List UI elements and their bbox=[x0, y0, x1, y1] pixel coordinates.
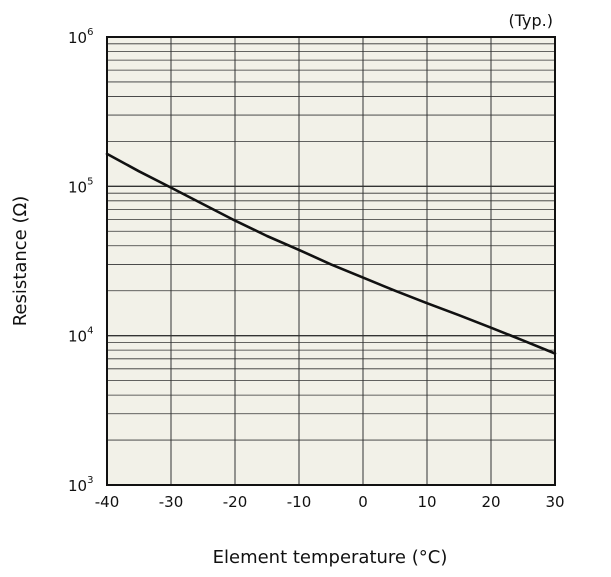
x-tick-label: 0 bbox=[358, 493, 368, 511]
x-tick-label: -40 bbox=[95, 493, 120, 511]
plot-area bbox=[107, 37, 555, 485]
x-tick-labels: -40 -30 -20 -10 0 10 20 30 bbox=[95, 493, 565, 511]
x-tick-label: 20 bbox=[481, 493, 500, 511]
y-tick-label: 106 bbox=[68, 27, 93, 47]
y-tick-label: 103 bbox=[68, 475, 93, 495]
series-line bbox=[105, 152, 557, 355]
grid-lines bbox=[106, 37, 556, 486]
y-axis-title: Resistance (Ω) bbox=[10, 196, 31, 327]
y-tick-labels: 103 104 105 106 bbox=[68, 27, 93, 495]
y-tick-label: 105 bbox=[68, 176, 93, 196]
plot-frame bbox=[106, 36, 556, 486]
x-axis-title: Element temperature (°C) bbox=[213, 547, 448, 568]
x-tick-label: 10 bbox=[417, 493, 436, 511]
x-tick-label: -10 bbox=[287, 493, 312, 511]
x-tick-label: 30 bbox=[545, 493, 564, 511]
typ-note: (Typ.) bbox=[509, 11, 553, 30]
y-tick-label: 104 bbox=[68, 326, 93, 346]
x-tick-label: -30 bbox=[159, 493, 184, 511]
series-layer bbox=[105, 152, 557, 355]
x-tick-label: -20 bbox=[223, 493, 248, 511]
